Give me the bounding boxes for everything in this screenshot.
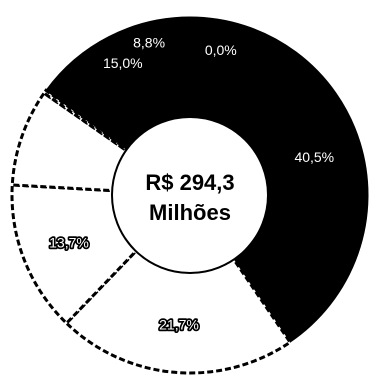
labels-group: 40,5% 21,7% 13,7% 8,8% 0,3% 0,0% 15,0% bbox=[47, 16, 334, 334]
center-label-value: R$ 294,3 bbox=[145, 170, 234, 195]
slice-label-2: 21,7% bbox=[159, 317, 199, 333]
slice-label-5: 0,3% bbox=[159, 16, 191, 32]
slice-label-6: 0,0% bbox=[205, 42, 237, 58]
slice-label-4: 8,8% bbox=[133, 34, 165, 50]
slice-2 bbox=[64, 192, 293, 375]
slice-label-3: 13,7% bbox=[49, 235, 89, 251]
slice-1 bbox=[189, 16, 369, 343]
slice-label-1: 40,5% bbox=[294, 149, 334, 165]
center-label-unit: Milhões bbox=[149, 200, 231, 225]
slices-group bbox=[10, 16, 369, 375]
slice-label-7: 15,0% bbox=[103, 55, 143, 71]
donut-hole bbox=[111, 116, 269, 274]
